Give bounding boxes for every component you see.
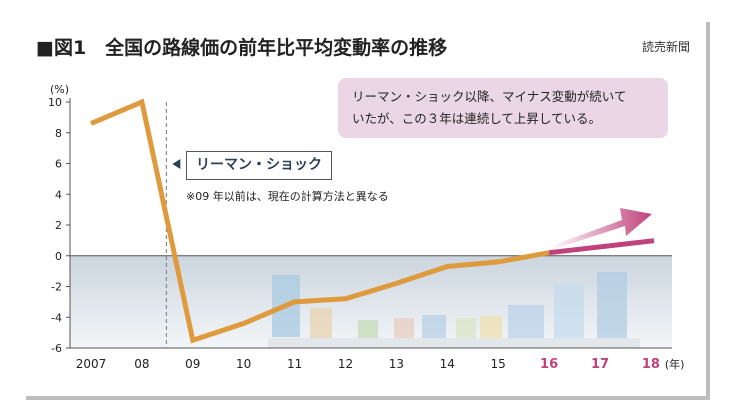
x-tick-label: 15 (491, 357, 506, 371)
lehman-pointer-icon (172, 159, 181, 169)
callout-line-1: リーマン・ショック以降、マイナス変動が続いて (352, 89, 627, 104)
y-tick-label: 8 (55, 127, 62, 140)
x-tick-label: 09 (185, 357, 200, 371)
city-road (268, 338, 640, 348)
y-tick-label: 10 (48, 96, 62, 109)
y-tick-label: 0 (55, 250, 62, 263)
callout-line-2: いたが、この３年は連続して上昇している。 (352, 111, 602, 126)
y-tick-label: -2 (51, 281, 62, 294)
city-building (456, 318, 476, 338)
city-building (358, 320, 378, 338)
city-building (394, 318, 414, 338)
callout-box: リーマン・ショック以降、マイナス変動が続いて いたが、この３年は連続して上昇して… (338, 78, 668, 138)
city-illustration (268, 272, 640, 348)
trend-arrow-icon (549, 208, 652, 251)
x-tick-label: 14 (440, 357, 455, 371)
y-tick-label: 6 (55, 158, 62, 171)
lehman-shock-label: リーマン・ショック (186, 151, 332, 180)
y-tick-label: -4 (51, 311, 62, 324)
y-tick-label: 4 (55, 188, 62, 201)
x-axis-unit: (年) (665, 357, 685, 371)
x-tick-label: 12 (338, 357, 353, 371)
x-tick-label: 13 (389, 357, 404, 371)
x-tick-label: 11 (287, 357, 302, 371)
y-axis-unit: (%) (50, 83, 70, 96)
city-building (554, 284, 584, 338)
method-footnote: ※09 年以前は、現在の計算方法と異なる (186, 190, 389, 203)
city-building (310, 308, 332, 338)
city-building (597, 272, 627, 338)
city-building (422, 315, 446, 338)
source-label: 読売新聞 (641, 40, 690, 54)
x-tick-label: 16 (540, 357, 558, 372)
city-building (480, 316, 502, 338)
city-building (508, 305, 544, 338)
x-tick-label: 17 (591, 357, 609, 372)
x-tick-label: 08 (134, 357, 149, 371)
series-line (90, 98, 550, 344)
x-tick-label: 2007 (76, 357, 107, 371)
y-tick-label: 2 (55, 219, 62, 232)
trend-line (548, 238, 655, 256)
x-tick-label: 18 (642, 357, 660, 372)
x-tick-label: 10 (236, 357, 251, 371)
y-tick-label: -6 (51, 342, 62, 355)
chart-title: ■図1 全国の路線価の前年比平均変動率の推移 (36, 37, 448, 59)
